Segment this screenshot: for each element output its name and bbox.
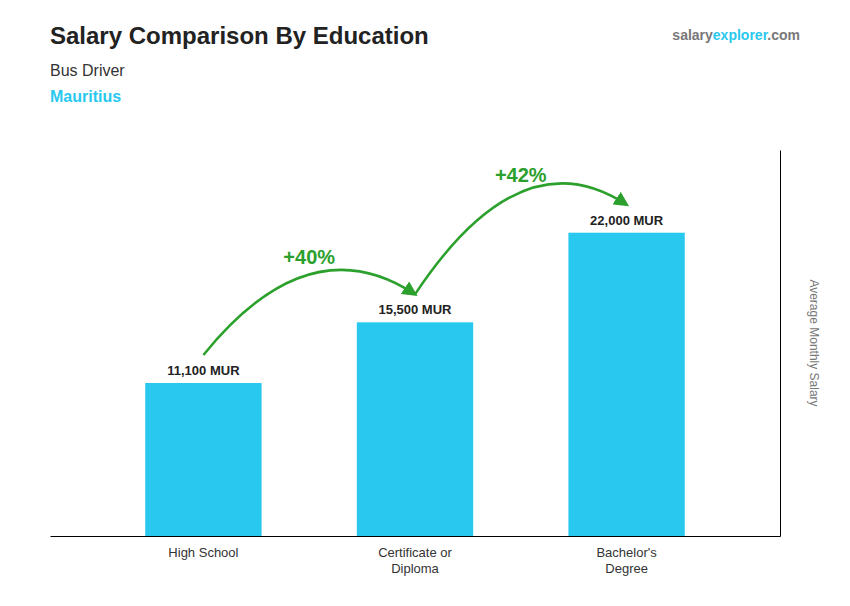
data-label: 22,000 MUR xyxy=(590,213,664,228)
change-label: +42% xyxy=(495,164,547,186)
x-tick: Bachelor'sDegree xyxy=(596,545,657,576)
bar xyxy=(145,383,261,536)
x-tick-label-line: Certificate or xyxy=(378,545,452,560)
change-arrow xyxy=(203,270,415,355)
location: Mauritius xyxy=(50,88,121,105)
x-axis-line xyxy=(51,536,781,537)
bar xyxy=(357,322,473,536)
x-tick-label-line: Bachelor's xyxy=(596,545,657,560)
website-part: explorer xyxy=(713,27,769,43)
x-tick: Certificate orDiploma xyxy=(378,545,452,576)
x-tick-label-line: Diploma xyxy=(391,561,439,576)
y-axis-line xyxy=(780,151,781,537)
x-axis: High School Certificate orDiploma Bachelor… xyxy=(51,537,781,576)
x-tick-label: Certificate orDiploma xyxy=(378,545,452,576)
website-part: salary xyxy=(672,27,713,43)
y-axis xyxy=(780,151,781,537)
change-arrow xyxy=(415,183,627,294)
x-tick-label-line: High School xyxy=(168,545,238,560)
website-part: .com xyxy=(767,27,800,43)
subtitle: Bus Driver xyxy=(50,62,125,79)
change-arrows: +40% +42% xyxy=(203,164,626,355)
chart: Salary Comparison By Education Bus Driver… xyxy=(0,0,850,606)
x-tick-label: Bachelor'sDegree xyxy=(596,545,657,576)
plot: High School Certificate orDiploma Bachelor… xyxy=(51,151,781,576)
x-tick-label-line: Degree xyxy=(605,561,648,576)
data-label: 15,500 MUR xyxy=(379,302,453,317)
data-label: 11,100 MUR xyxy=(167,363,240,378)
x-tick-label: High School xyxy=(168,545,238,560)
bar xyxy=(568,233,684,536)
bars xyxy=(145,233,685,536)
title: Salary Comparison By Education xyxy=(50,22,429,49)
x-tick: High School xyxy=(168,545,238,560)
y-axis-title: Average Monthly Salary xyxy=(807,279,821,406)
change-label: +40% xyxy=(283,246,335,268)
website: salaryexplorer.com xyxy=(672,27,800,43)
data-labels: 11,100 MUR 15,500 MUR 22,000 MUR xyxy=(167,213,663,378)
